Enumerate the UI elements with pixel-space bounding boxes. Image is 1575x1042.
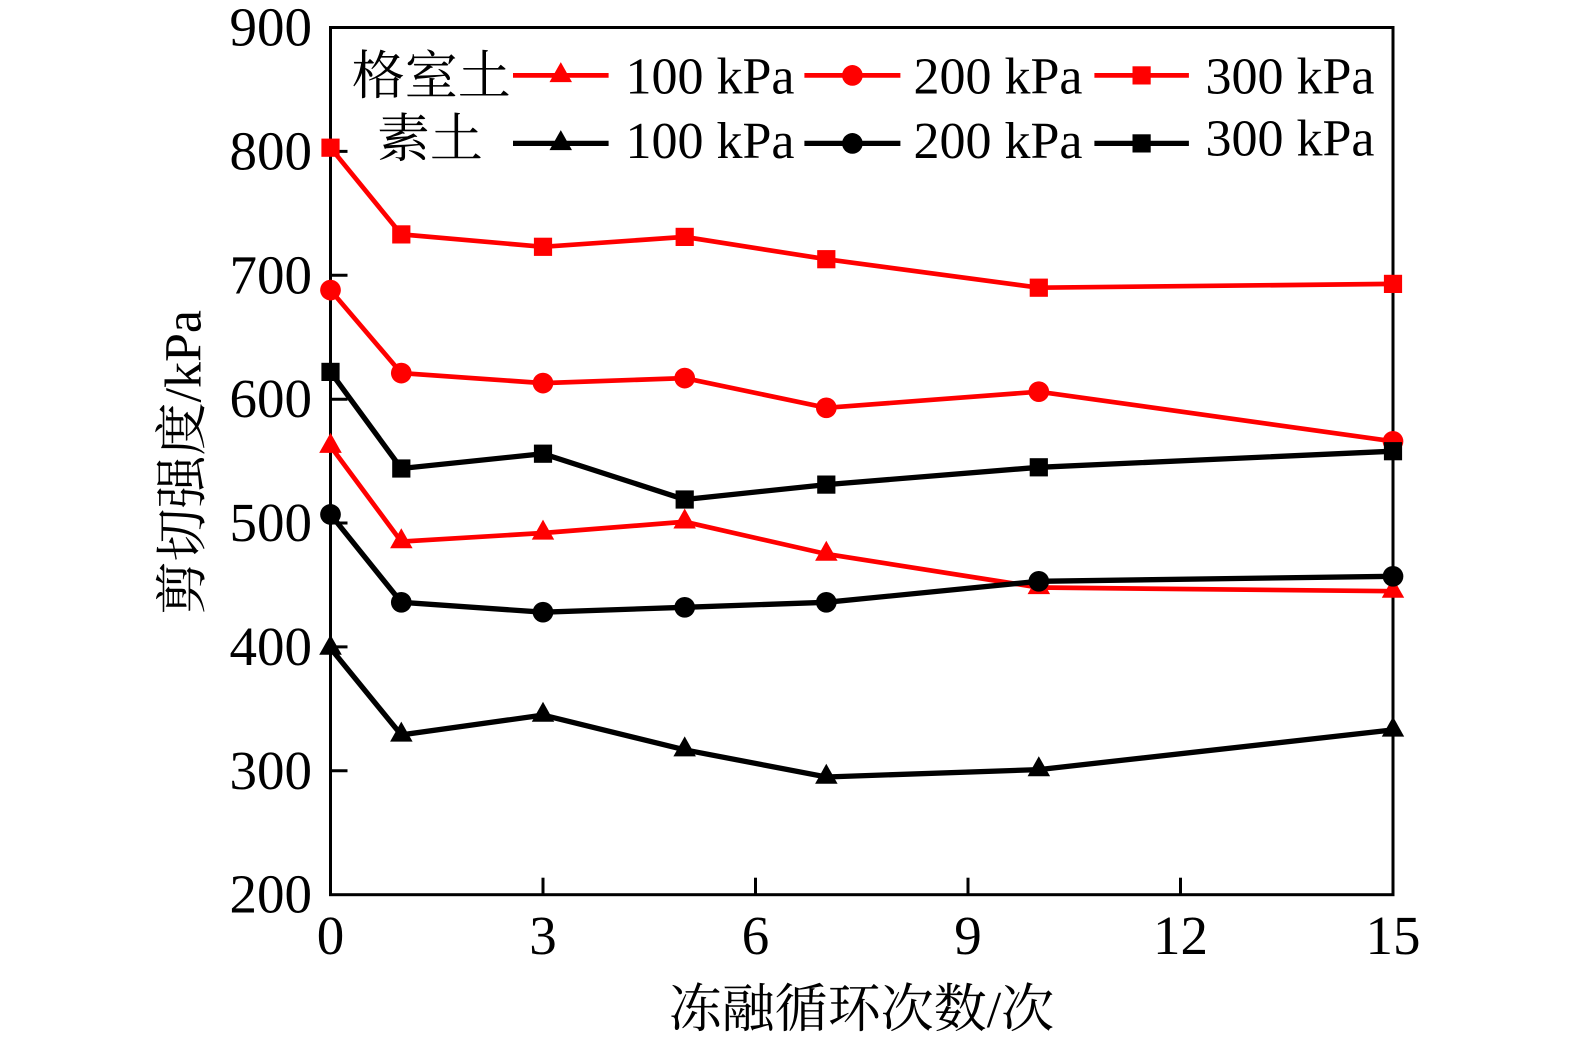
svg-text:3: 3 [529, 905, 557, 966]
svg-text:700: 700 [230, 244, 313, 305]
svg-text:200 kPa: 200 kPa [914, 113, 1083, 170]
svg-text:/: / [987, 982, 1002, 1039]
svg-text:300: 300 [230, 740, 313, 801]
svg-text:100 kPa: 100 kPa [626, 113, 795, 170]
svg-text:400: 400 [230, 616, 313, 677]
svg-text:300 kPa: 300 kPa [1206, 111, 1375, 168]
svg-text:0: 0 [317, 905, 345, 966]
svg-text:12: 12 [1153, 905, 1208, 966]
svg-text:/kPa: /kPa [155, 310, 212, 402]
svg-text:200: 200 [230, 864, 313, 925]
svg-text:200 kPa: 200 kPa [914, 49, 1083, 106]
svg-text:15: 15 [1366, 905, 1421, 966]
svg-text:500: 500 [230, 492, 313, 553]
svg-text:9: 9 [954, 905, 982, 966]
svg-text:6: 6 [742, 905, 770, 966]
svg-text:100 kPa: 100 kPa [626, 49, 795, 106]
svg-text:300 kPa: 300 kPa [1206, 49, 1375, 106]
svg-text:900: 900 [230, 0, 313, 58]
svg-text:600: 600 [230, 368, 313, 429]
svg-text:800: 800 [230, 120, 313, 181]
